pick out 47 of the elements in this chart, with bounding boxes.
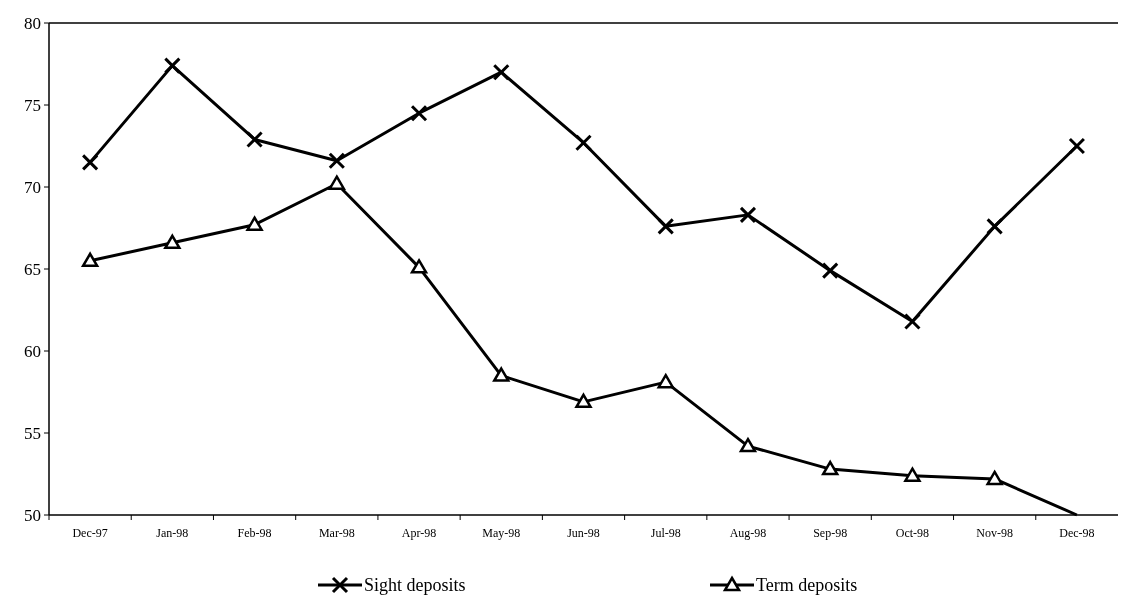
legend-label: Term deposits	[756, 575, 858, 596]
point	[1068, 137, 1086, 155]
point	[821, 460, 839, 476]
x-tick-label: Oct-98	[895, 526, 930, 540]
x-tick-label: Jan-98	[156, 526, 189, 540]
point	[410, 104, 428, 122]
point	[986, 217, 1004, 235]
x-tick-label: Apr-98	[401, 526, 437, 540]
point	[493, 367, 510, 382]
point	[904, 467, 921, 482]
x-tick-label: Aug-98	[729, 526, 767, 540]
x-tick-label: Dec-98	[1059, 526, 1095, 540]
x-tick-label: May-98	[482, 526, 521, 540]
point	[575, 393, 592, 409]
x-tick-label: Nov-98	[976, 526, 1013, 540]
y-tick-label: 75	[24, 95, 41, 115]
point	[328, 175, 346, 190]
point	[246, 216, 263, 231]
y-tick-label: 50	[24, 505, 41, 525]
y-tick-label: 60	[24, 341, 41, 361]
point	[492, 63, 510, 81]
point	[164, 234, 181, 250]
point	[657, 217, 675, 235]
point	[81, 252, 99, 268]
x-tick-label: Sep-98	[813, 526, 848, 540]
y-tick-label: 55	[24, 423, 41, 443]
y-tick-label: 80	[24, 13, 41, 33]
point	[328, 152, 346, 170]
point	[739, 437, 757, 453]
point	[739, 206, 757, 224]
point	[81, 153, 99, 171]
point	[163, 57, 181, 75]
x-tick-label: Dec-97	[72, 526, 108, 540]
x-tick-label: Feb-98	[237, 526, 272, 540]
x-tick-label: Jun-98	[567, 526, 600, 540]
legend-label: Sight deposits	[364, 575, 466, 596]
point	[821, 262, 839, 280]
point	[903, 312, 921, 330]
y-tick-label: 65	[24, 259, 41, 279]
y-tick-label: 70	[24, 177, 41, 197]
point	[410, 259, 428, 274]
point	[657, 373, 674, 389]
point	[986, 470, 1003, 486]
point	[246, 130, 264, 148]
point	[575, 134, 592, 152]
x-tick-label: Mar-98	[318, 526, 355, 540]
x-tick-label: Jul-98	[650, 526, 681, 540]
